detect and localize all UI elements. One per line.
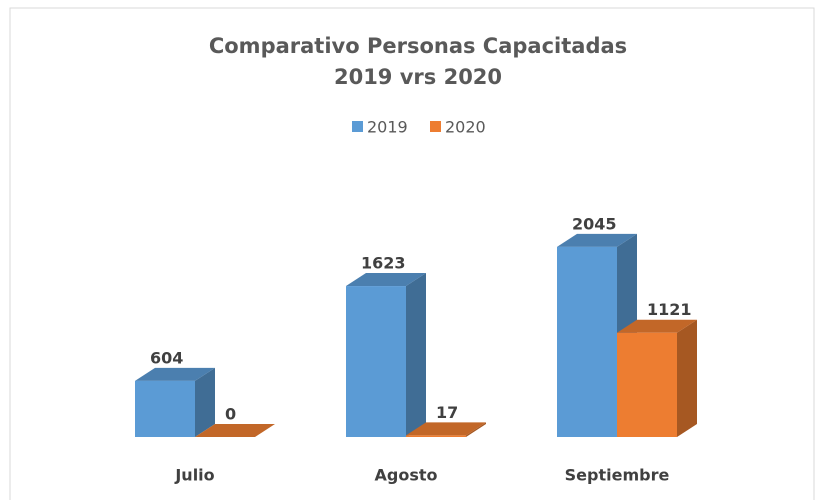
- chart-subtitle: 2019 vrs 2020: [334, 65, 502, 89]
- bar-front: [557, 246, 617, 437]
- data-label: 1623: [361, 254, 406, 273]
- x-tick-label: Agosto: [375, 466, 438, 485]
- chart-title: Comparativo Personas Capacitadas: [209, 34, 627, 58]
- bar-side: [406, 273, 426, 437]
- bar: [346, 273, 426, 437]
- bar: [406, 422, 486, 437]
- legend-label: 2019: [367, 118, 408, 137]
- legend-swatch: [430, 121, 441, 132]
- bar-side: [466, 422, 486, 437]
- bar-top: [557, 233, 637, 247]
- bar-side: [677, 319, 697, 437]
- x-tick-label: Septiembre: [565, 466, 670, 485]
- legend-swatch: [352, 121, 363, 132]
- bar-top: [135, 367, 215, 381]
- bar: [195, 424, 275, 437]
- data-label: 17: [436, 403, 458, 422]
- bar-side: [195, 367, 215, 437]
- bar: [135, 367, 215, 437]
- bar: [617, 319, 697, 437]
- data-label: 0: [225, 405, 236, 424]
- data-label: 1121: [647, 300, 692, 319]
- bar-front: [617, 332, 677, 437]
- bar-top: [406, 422, 486, 436]
- bar-front: [135, 380, 195, 437]
- bar-top: [195, 424, 275, 437]
- bar-front: [346, 286, 406, 437]
- data-label: 2045: [572, 214, 617, 233]
- bar-front: [406, 435, 466, 437]
- x-tick-label: Julio: [174, 466, 214, 485]
- legend-label: 2020: [445, 118, 486, 137]
- bar-top: [617, 319, 697, 333]
- bar-top: [346, 273, 426, 287]
- data-label: 604: [150, 348, 183, 367]
